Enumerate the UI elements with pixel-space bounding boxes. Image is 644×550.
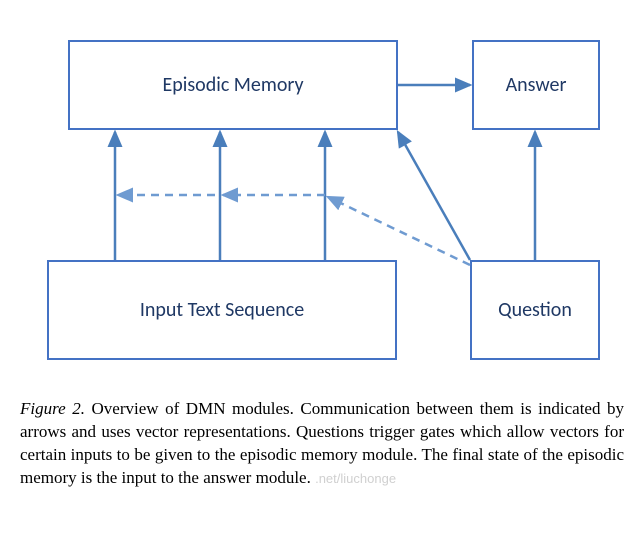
- figure-label: Figure 2.: [20, 399, 85, 418]
- node-label: Input Text Sequence: [140, 298, 304, 322]
- node-answer: Answer: [472, 40, 600, 130]
- edge-arrow: [328, 197, 470, 265]
- node-label: Question: [498, 298, 572, 322]
- node-input-text: Input Text Sequence: [47, 260, 397, 360]
- figure-caption: Figure 2. Overview of DMN modules. Commu…: [20, 398, 624, 490]
- watermark-text: .net/liuchonge: [315, 471, 396, 486]
- node-label: Answer: [506, 73, 567, 97]
- dmn-diagram: Episodic Memory Answer Input Text Sequen…: [20, 20, 620, 380]
- edge-arrow: [398, 132, 470, 260]
- node-episodic-memory: Episodic Memory: [68, 40, 398, 130]
- node-label: Episodic Memory: [162, 73, 303, 97]
- node-question: Question: [470, 260, 600, 360]
